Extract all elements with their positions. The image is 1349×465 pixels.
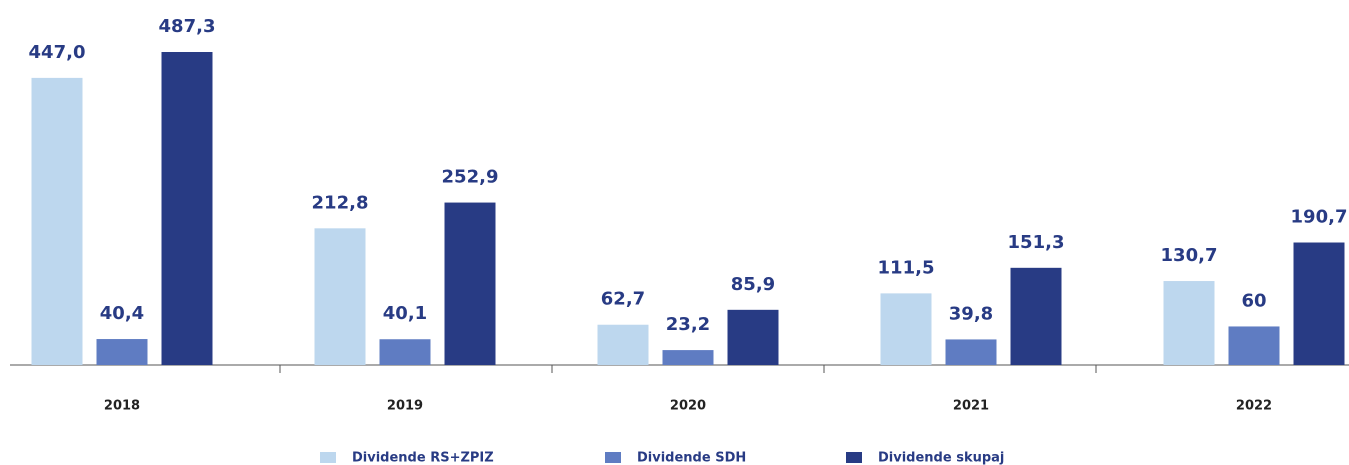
data-label: 40,4 — [100, 303, 144, 324]
data-label: 151,3 — [1008, 232, 1065, 253]
bar — [1228, 326, 1280, 365]
legend-label: Dividende SDH — [637, 451, 746, 465]
data-label: 447,0 — [29, 42, 86, 63]
data-label: 130,7 — [1161, 245, 1218, 266]
bar — [161, 52, 213, 365]
bar — [945, 339, 997, 365]
data-label: 85,9 — [731, 274, 775, 295]
bar — [31, 77, 83, 365]
legend-swatch — [320, 452, 336, 463]
legend-swatch — [605, 452, 621, 463]
data-label: 487,3 — [159, 16, 216, 37]
bar — [314, 228, 366, 365]
data-label: 62,7 — [601, 289, 645, 310]
legend-label: Dividende RS+ZPIZ — [352, 451, 494, 465]
x-tick-label: 2022 — [1236, 399, 1272, 414]
bar — [1293, 242, 1345, 365]
data-label: 111,5 — [878, 257, 935, 278]
legend-label: Dividende skupaj — [878, 451, 1004, 465]
bar — [1010, 267, 1062, 365]
data-label: 252,9 — [442, 167, 499, 188]
bar — [597, 324, 649, 365]
bar — [880, 293, 932, 365]
x-tick-label: 2018 — [104, 399, 140, 414]
x-tick-label: 2019 — [387, 399, 423, 414]
bar — [1163, 281, 1215, 365]
bar — [727, 309, 779, 365]
data-label: 39,8 — [949, 303, 993, 324]
x-tick-label: 2020 — [670, 399, 706, 414]
data-label: 60 — [1241, 290, 1266, 311]
x-tick-label: 2021 — [953, 399, 989, 414]
data-label: 23,2 — [666, 314, 710, 335]
data-label: 190,7 — [1291, 207, 1348, 228]
bar — [96, 339, 148, 365]
data-label: 40,1 — [383, 303, 427, 324]
bar — [379, 339, 431, 365]
bar — [662, 350, 714, 365]
legend-swatch — [846, 452, 862, 463]
bar — [444, 202, 496, 365]
data-label: 212,8 — [312, 192, 369, 213]
